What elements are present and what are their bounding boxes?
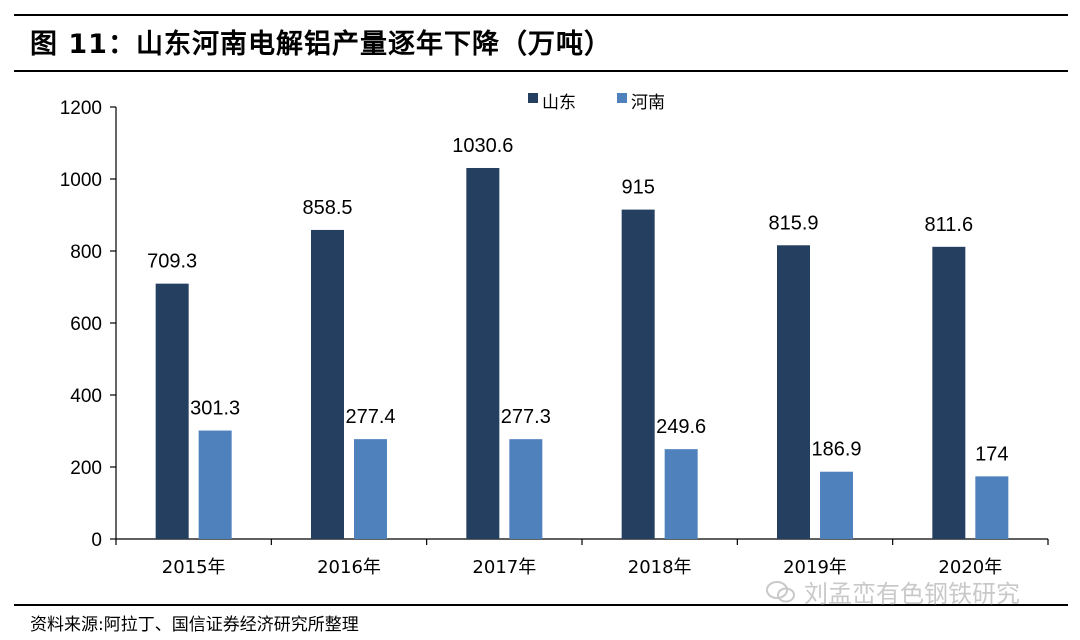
y-tick-label: 0 xyxy=(91,530,102,551)
data-label: 277.3 xyxy=(501,406,551,428)
bar-henan xyxy=(664,449,698,539)
header-top-rule xyxy=(14,14,1068,16)
bar-henan xyxy=(975,476,1009,539)
legend-label: 山东 xyxy=(542,93,576,113)
watermark: 刘孟峦有色钢铁研究 xyxy=(766,574,1020,609)
x-category-label: 2020年 xyxy=(938,557,1002,578)
data-label: 815.9 xyxy=(768,212,818,234)
y-tick-label: 1200 xyxy=(60,98,102,119)
data-label: 301.3 xyxy=(190,398,240,420)
data-label: 709.3 xyxy=(147,251,197,273)
bar-shandong xyxy=(466,167,500,539)
bar-henan xyxy=(354,439,387,539)
data-label: 249.6 xyxy=(656,416,706,438)
data-label: 1030.6 xyxy=(452,135,513,157)
data-label: 915 xyxy=(621,177,654,199)
bar-henan xyxy=(198,430,232,539)
x-category-label: 2019年 xyxy=(783,557,847,578)
source-note: 资料来源:阿拉丁、国信证券经济研究所整理 xyxy=(30,615,359,635)
y-tick-label: 600 xyxy=(70,314,102,335)
y-tick-label: 400 xyxy=(70,386,102,407)
data-label: 174 xyxy=(975,443,1008,465)
x-category-label: 2018年 xyxy=(628,557,692,578)
watermark-text: 刘孟峦有色钢铁研究 xyxy=(804,580,1020,608)
y-tick-label: 800 xyxy=(70,242,102,263)
wechat-icon xyxy=(766,580,795,602)
legend-label: 河南 xyxy=(631,93,665,113)
chart-title: 图 11：山东河南电解铝产量逐年下降（万吨） xyxy=(30,29,612,60)
y-tick-label: 200 xyxy=(70,458,102,479)
bar-shandong xyxy=(621,209,655,539)
x-category-label: 2017年 xyxy=(472,557,536,578)
bar-henan xyxy=(820,471,853,539)
y-tick-label: 1000 xyxy=(60,170,102,191)
header-bottom-rule xyxy=(14,70,1068,72)
legend-swatch xyxy=(617,93,627,103)
data-label: 277.4 xyxy=(345,406,395,428)
bar-henan xyxy=(509,439,543,539)
x-category-label: 2015年 xyxy=(162,557,226,578)
data-label: 811.6 xyxy=(925,214,974,236)
legend-swatch xyxy=(528,93,538,103)
footer-rule xyxy=(14,604,1068,606)
bar-shandong xyxy=(155,283,189,539)
data-label: 858.5 xyxy=(302,197,352,219)
bar-shandong xyxy=(777,245,810,539)
data-label: 186.9 xyxy=(811,439,861,461)
bar-shandong xyxy=(932,246,966,539)
x-category-label: 2016年 xyxy=(317,557,381,578)
bar-shandong xyxy=(311,229,344,539)
bar-chart: 0 200 400 600 800 1000 1200 2015年 709.3 301.3 2016… xyxy=(60,93,1049,578)
